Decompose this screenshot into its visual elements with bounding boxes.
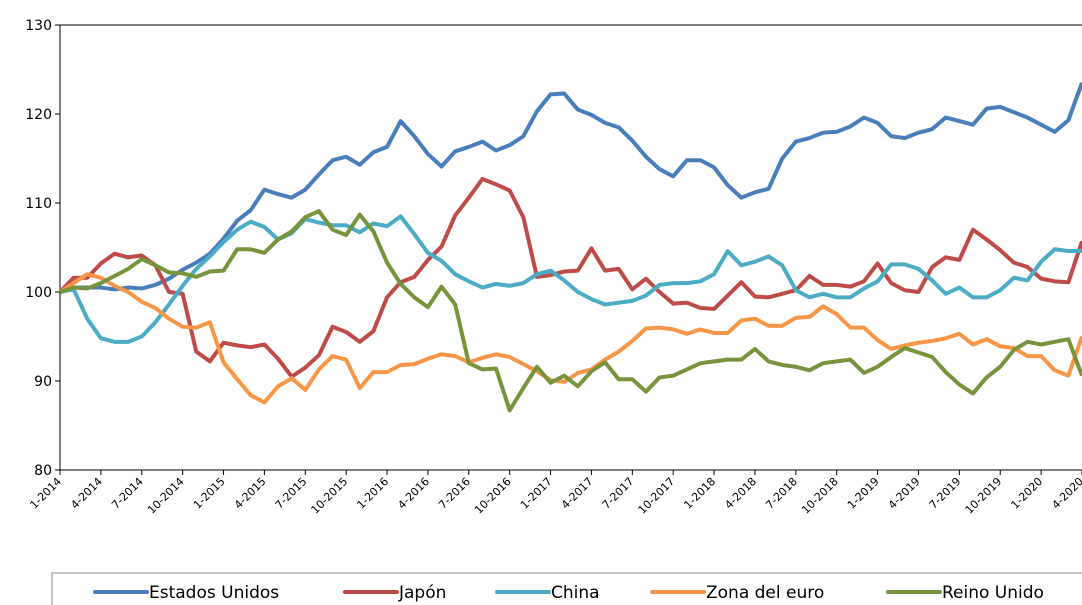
x-tick-label: 10-2018 <box>799 475 841 517</box>
x-tick-label: 7-2015 <box>273 475 310 512</box>
x-tick-label: 1-2019 <box>845 475 882 512</box>
x-tick-label: 1-2016 <box>354 475 391 512</box>
legend-box <box>51 572 1082 605</box>
x-tick-label: 4-2019 <box>886 475 923 512</box>
x-tick-label: 7-2016 <box>436 475 473 512</box>
y-tick-label: 110 <box>25 196 52 212</box>
x-tick-label: 4-2016 <box>395 475 432 512</box>
x-tick-label: 10-2016 <box>472 475 514 517</box>
y-tick-label: 120 <box>25 107 52 123</box>
x-tick-label: 4-2020 <box>1049 475 1082 512</box>
series-line <box>59 82 1082 294</box>
x-tick-label: 1-2018 <box>681 475 718 512</box>
x-tick-label: 10-2017 <box>636 475 678 517</box>
x-tick-label: 1-2014 <box>27 475 64 512</box>
x-tick-label: 7-2019 <box>927 475 964 512</box>
x-tick-label: 10-2014 <box>145 475 187 517</box>
legend-label: Estados Unidos <box>149 583 279 603</box>
x-tick-label: 10-2019 <box>963 475 1005 517</box>
legend-label: China <box>551 583 600 603</box>
x-tick-label: 7-2014 <box>109 475 146 512</box>
x-tick-label: 4-2018 <box>722 475 759 512</box>
series-line <box>59 209 1082 413</box>
x-tick-label: 7-2018 <box>763 475 800 512</box>
y-tick-label: 80 <box>34 463 52 479</box>
legend-label: Zona del euro <box>706 583 824 603</box>
x-tick-label: 10-2015 <box>309 475 351 517</box>
x-tick-label: 4-2017 <box>559 475 596 512</box>
x-tick-label: 1-2015 <box>191 475 228 512</box>
series-line <box>58 176 1082 379</box>
x-tick-label: 1-2020 <box>1008 475 1045 512</box>
x-tick-label: 4-2014 <box>68 475 105 512</box>
y-tick-label: 100 <box>25 285 52 301</box>
x-tick-label: 1-2017 <box>518 475 555 512</box>
series-line <box>58 272 1082 405</box>
legend-label: Reino Unido <box>942 583 1044 603</box>
series-line <box>59 214 1082 344</box>
legend-label: Japón <box>398 583 446 603</box>
x-tick-label: 4-2015 <box>232 475 269 512</box>
y-tick-label: 90 <box>34 374 52 390</box>
y-tick-label: 130 <box>25 18 52 34</box>
x-tick-label: 7-2017 <box>600 475 637 512</box>
